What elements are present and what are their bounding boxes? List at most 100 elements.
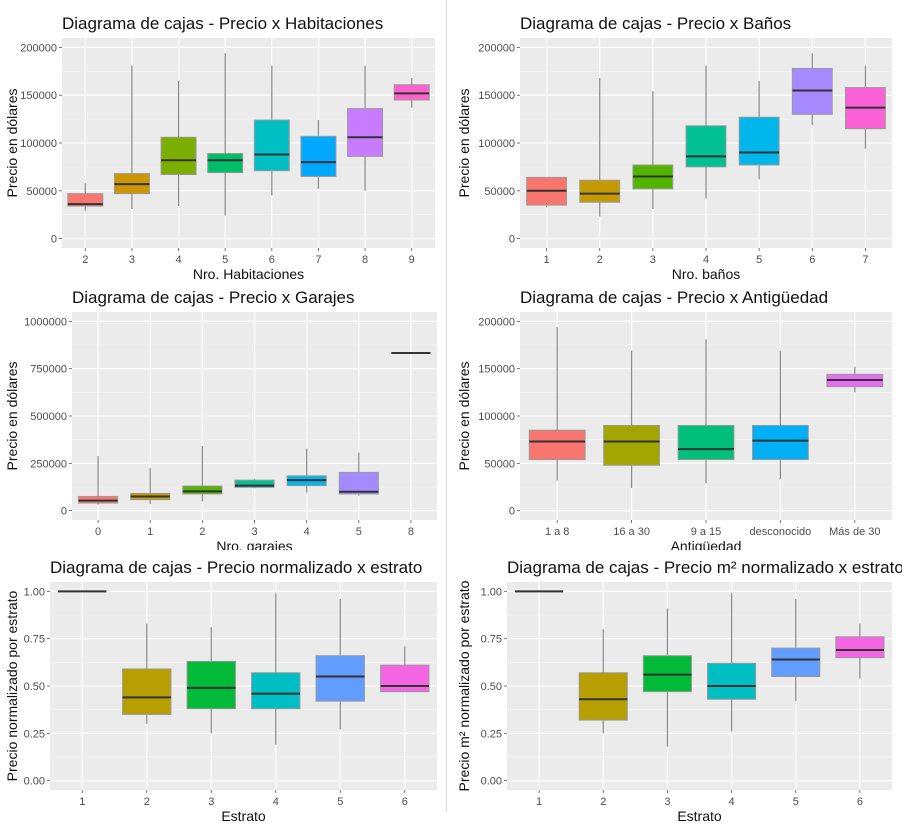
boxplot-precio-garajes: 0 250000 500000 750000 1000000 0 1 2 3 4 5 8 Diagram… [0, 282, 450, 550]
panel-divider [446, 0, 447, 812]
box-8 [347, 108, 384, 157]
box-desconocido [752, 424, 809, 461]
x-tick-label: 2 [199, 526, 205, 538]
y-tick-label: 200000 [20, 42, 57, 54]
x-tick-label: 4 [304, 526, 310, 538]
y-tick-label: 200000 [478, 42, 515, 54]
y-tick-label: 1.00 [24, 586, 45, 598]
x-tick-label: 9 [409, 254, 415, 266]
x-tick-label: 8 [408, 526, 414, 538]
x-axis-label: Nro. garajes [216, 538, 292, 550]
y-tick-label: 50000 [26, 186, 57, 198]
x-tick-label: 5 [337, 796, 343, 808]
box-3 [186, 660, 236, 710]
y-tick-label: 0.00 [481, 776, 502, 788]
y-axis-label: Precio en dólares [456, 362, 472, 471]
x-tick-label: 1 [147, 526, 153, 538]
box-4 [685, 125, 727, 168]
y-tick-label: 500000 [30, 411, 67, 423]
y-tick-label: 0 [51, 234, 57, 246]
x-tick-label: 4 [176, 254, 182, 266]
boxplot-precio-banos: 0 50000 100000 150000 200000 1 2 3 4 5 6 7 Diagrama … [452, 0, 902, 282]
box-5 [738, 116, 780, 166]
box-2 [122, 668, 172, 715]
x-axis-label: Estrato [677, 808, 722, 824]
x-tick-label: 4 [273, 796, 279, 808]
chart-title: Diagrama de cajas - Precio x Habitacione… [62, 14, 383, 33]
x-tick-label: 1 [544, 254, 550, 266]
box-16-a-30 [603, 424, 660, 466]
box-2 [578, 672, 628, 721]
x-tick-label: 9 a 15 [691, 526, 722, 538]
box-7 [300, 135, 337, 177]
x-tick-label: 3 [208, 796, 214, 808]
x-tick-label: 2 [144, 796, 150, 808]
y-axis-label: Precio en dólares [4, 362, 20, 471]
x-axis-label: Estrato [221, 808, 266, 824]
x-tick-label: 1 a 8 [545, 526, 569, 538]
y-tick-label: 100000 [478, 138, 515, 150]
y-tick-label: 150000 [478, 90, 515, 102]
y-tick-label: 1000000 [24, 316, 67, 328]
y-tick-label: 0.75 [481, 634, 502, 646]
x-tick-label: 0 [95, 526, 101, 538]
y-tick-label: 0.25 [481, 728, 502, 740]
y-tick-label: 0.75 [24, 634, 45, 646]
x-axis-label: Nro. Habitaciones [193, 266, 304, 282]
x-tick-label: 6 [809, 254, 815, 266]
y-tick-label: 150000 [478, 364, 515, 376]
x-tick-label: 5 [222, 254, 228, 266]
x-tick-label: 3 [129, 254, 135, 266]
x-tick-label: 5 [756, 254, 762, 266]
boxplot-precio-habitaciones: 0 50000 100000 150000 200000 2 3 4 5 6 7 8 9 Diagrama… [0, 0, 450, 282]
box-5 [315, 655, 365, 702]
x-axis-label: Nro. baños [672, 266, 740, 282]
chart-svg: 0.00 0.25 0.50 0.75 1.00 1 2 3 4 5 6 Diagrama de ca… [456, 558, 902, 824]
y-axis-label: Precio en dólares [4, 89, 20, 198]
chart-title: Diagrama de cajas - Precio x Antigüedad [520, 288, 828, 307]
box-2 [182, 485, 223, 495]
x-tick-label: 1 [79, 796, 85, 808]
y-tick-label: 750000 [30, 364, 67, 376]
box-3 [234, 479, 275, 488]
x-tick-label: Más de 30 [829, 526, 880, 538]
y-tick-label: 100000 [20, 138, 57, 150]
y-tick-label: 0.25 [24, 728, 45, 740]
x-tick-label: 3 [650, 254, 656, 266]
y-tick-label: 50000 [484, 186, 515, 198]
chart-title: Diagrama de cajas - Precio x Garajes [72, 288, 355, 307]
x-tick-label: desconocido [750, 526, 812, 538]
x-tick-label: 3 [664, 796, 670, 808]
y-tick-label: 50000 [484, 458, 515, 470]
box-2 [67, 193, 104, 207]
y-tick-label: 0.50 [481, 681, 502, 693]
y-tick-label: 0 [509, 506, 515, 518]
chart-svg: 0 50000 100000 150000 200000 1 2 3 4 5 6 7 Diagrama … [456, 14, 892, 282]
x-tick-label: 5 [793, 796, 799, 808]
box-4 [251, 672, 301, 710]
x-tick-label: 4 [703, 254, 709, 266]
x-axis-label: Antigüedad [671, 538, 742, 550]
y-axis-label: Precio normalizado por estrato [4, 590, 20, 781]
y-tick-label: 200000 [478, 316, 515, 328]
x-tick-label: 4 [729, 796, 735, 808]
box-5 [207, 153, 244, 174]
x-tick-label: 7 [315, 254, 321, 266]
boxplot-precio-antiguedad: 0 50000 100000 150000 200000 1 a 8 16 a 30 9 a … [452, 282, 902, 550]
box-2 [579, 179, 621, 203]
chart-svg: 0 50000 100000 150000 200000 2 3 4 5 6 7 8 9 Diagrama… [4, 14, 435, 282]
y-tick-label: 1.00 [481, 586, 502, 598]
chart-svg: 0 50000 100000 150000 200000 1 a 8 16 a 30 9 a … [456, 288, 892, 550]
x-tick-label: 6 [857, 796, 863, 808]
box-9-a-15 [677, 424, 735, 461]
x-tick-label: 6 [269, 254, 275, 266]
y-tick-label: 0.50 [24, 681, 45, 693]
y-tick-label: 100000 [478, 411, 515, 423]
chart-svg: 0.00 0.25 0.50 0.75 1.00 1 2 3 4 5 6 Diagrama de ca… [4, 558, 437, 824]
x-tick-label: 6 [402, 796, 408, 808]
x-tick-label: 2 [597, 254, 603, 266]
box-4 [707, 662, 757, 700]
x-tick-label: 7 [862, 254, 868, 266]
box-6 [835, 636, 885, 659]
box-5 [338, 471, 379, 495]
